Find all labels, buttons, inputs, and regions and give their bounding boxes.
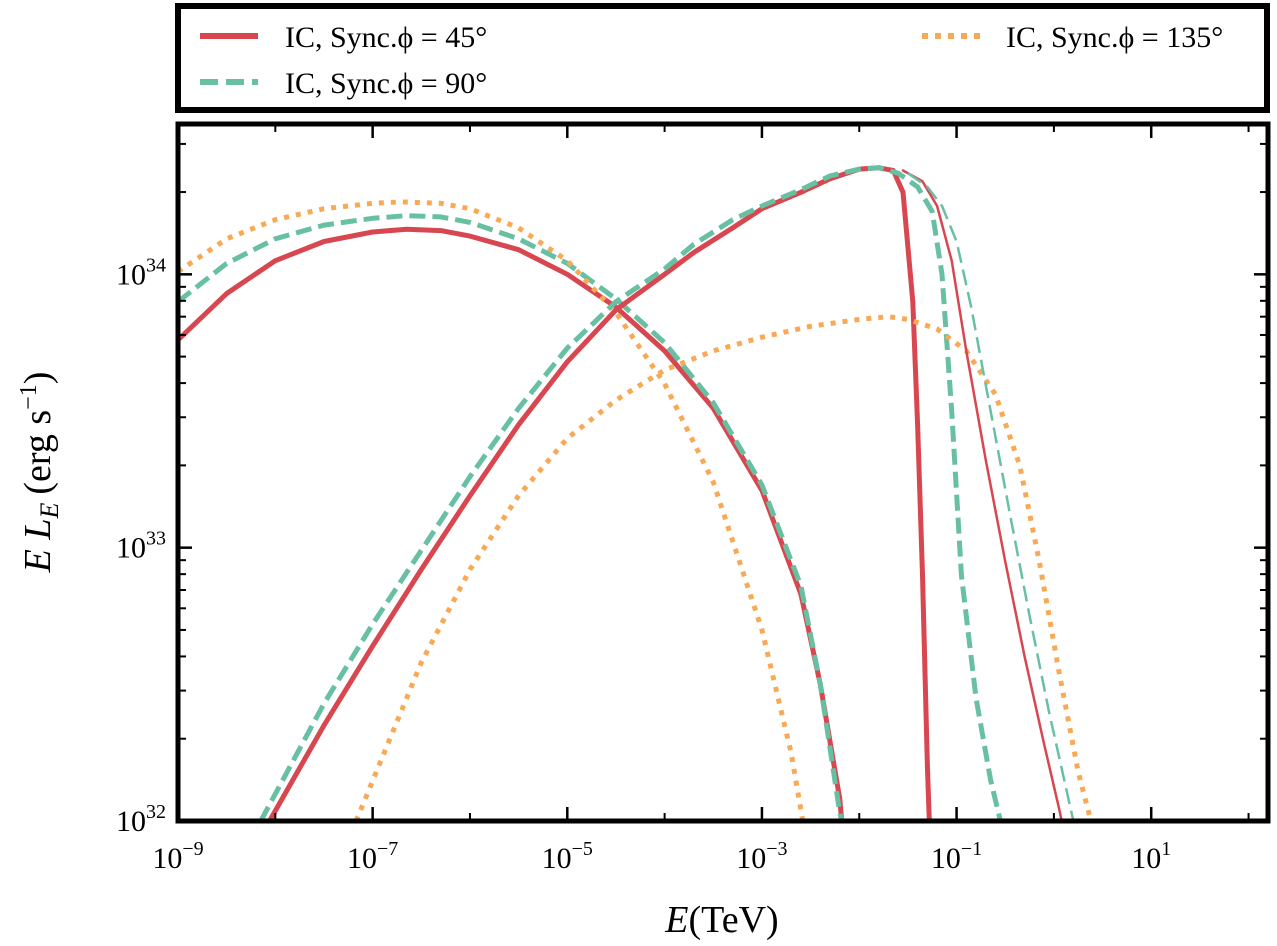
legend-entry-45: IC, Sync.ϕ = 45°	[200, 21, 487, 54]
plot-frame	[175, 121, 1271, 824]
y-tick-label: 1033	[116, 528, 166, 565]
series-line-3	[267, 165, 932, 821]
legend-label-90: IC, Sync.ϕ = 90°	[285, 67, 487, 100]
legend-entry-135: IC, Sync.ϕ = 135°	[922, 21, 1223, 54]
series-line-1	[178, 213, 845, 821]
y-tick-labels: 1032 1033 1034	[116, 254, 166, 838]
y-axis-label: E LE (erg s−1)	[16, 372, 64, 574]
y-axis-sub: E	[35, 503, 64, 520]
x-axis-var: E	[664, 899, 688, 941]
legend-label-45: IC, Sync.ϕ = 45°	[285, 21, 487, 54]
x-tick-label: 10−3	[736, 838, 787, 875]
x-tick-label: 10−7	[347, 838, 398, 875]
y-axis-exp: −1	[16, 384, 42, 410]
x-tick-label: 101	[1131, 838, 1171, 875]
series-line-4	[258, 165, 1003, 821]
series-line-0	[178, 226, 845, 821]
y-axis-var: E L	[17, 519, 59, 574]
legend-label-135: IC, Sync.ϕ = 135°	[1006, 21, 1223, 54]
series-line-6	[901, 169, 1063, 821]
series-line-7	[907, 172, 1075, 821]
legend-box	[175, 3, 1270, 113]
x-tick-label: 10−9	[152, 838, 203, 875]
y-axis-unit: (erg s	[17, 410, 59, 495]
legend: IC, Sync.ϕ = 45° IC, Sync.ϕ = 90° IC, Sy…	[175, 3, 1270, 113]
x-tick-label: 10−1	[931, 838, 982, 875]
series-line-2	[178, 199, 806, 821]
legend-entry-90: IC, Sync.ϕ = 90°	[200, 67, 487, 100]
plot-curves	[178, 165, 1094, 821]
x-tick-label: 10−5	[542, 838, 593, 875]
y-tick-label: 1034	[116, 254, 166, 291]
series-line-5	[353, 314, 1094, 821]
x-axis-label: E(TeV)	[664, 899, 778, 941]
x-tick-labels: 10−9 10−7 10−5 10−3 10−1 101	[152, 838, 1171, 875]
x-axis-unit: (TeV)	[689, 899, 779, 941]
y-tick-label: 1032	[116, 801, 166, 838]
y-axis-close: )	[17, 372, 59, 385]
